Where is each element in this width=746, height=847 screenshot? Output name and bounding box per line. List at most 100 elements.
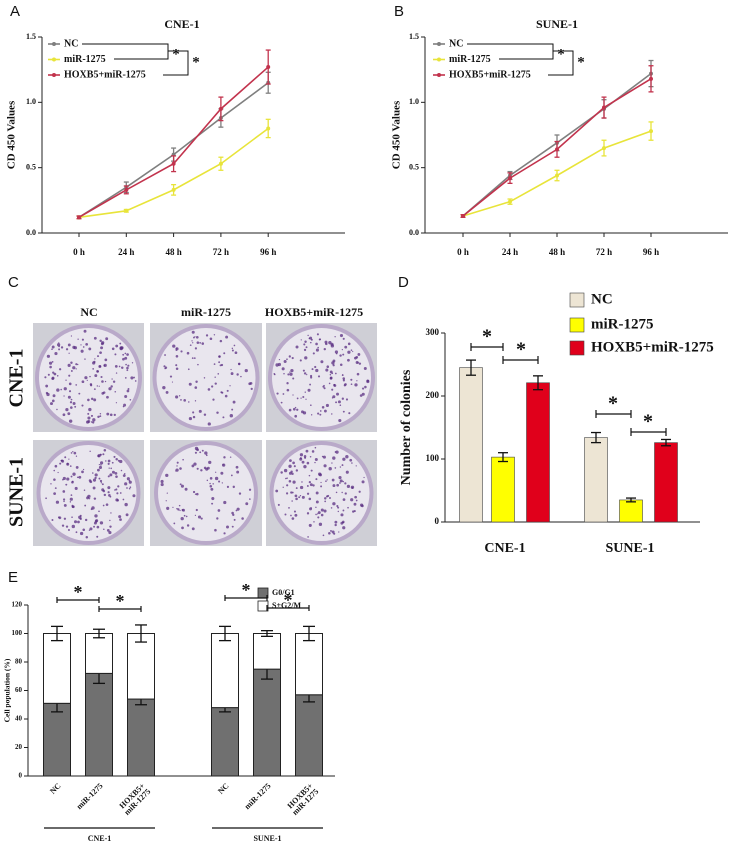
colony-dot (93, 521, 97, 525)
colony-dot (328, 467, 332, 471)
colony-dot (325, 342, 328, 346)
photo-column-label: NC (80, 305, 97, 319)
colony-dot (53, 469, 56, 472)
colony-dot (183, 514, 186, 517)
colony-dot (86, 496, 90, 500)
significance-star: * (74, 582, 83, 602)
colony-dot (330, 529, 332, 532)
data-point (555, 173, 559, 178)
colony-dot (175, 355, 179, 358)
colony-dot (350, 498, 354, 502)
colony-dot (275, 489, 279, 493)
colony-dot (326, 479, 328, 481)
colony-dot (249, 498, 251, 500)
data-point (171, 161, 176, 166)
colony-dot (318, 338, 321, 341)
colony-dot (211, 502, 214, 505)
colony-dot (325, 368, 329, 372)
colony-dot (342, 337, 345, 340)
colony-dot (350, 349, 353, 351)
colony-dot (342, 377, 346, 380)
colony-dot (331, 388, 334, 391)
colony-dot (87, 416, 91, 420)
colony-dot (66, 477, 70, 481)
colony-dot (345, 470, 349, 474)
colony-dot (294, 494, 298, 498)
colony-dot (75, 531, 78, 534)
colony-dot (208, 460, 212, 464)
colony-dot (56, 374, 59, 377)
colony-dot (325, 480, 327, 483)
colony-dot (109, 525, 112, 528)
colony-dot (336, 504, 339, 508)
bar (526, 382, 550, 523)
colony-dot (67, 363, 71, 367)
colony-dot (273, 372, 276, 375)
y-tick-label: 0.5 (409, 162, 419, 171)
colony-dot (91, 472, 94, 474)
colony-dot (71, 516, 73, 518)
colony-dot (175, 395, 179, 399)
colony-dot (336, 483, 340, 487)
colony-dot (78, 392, 81, 395)
panel-label: B (394, 3, 404, 20)
colony-dot (84, 358, 86, 360)
colony-dot (191, 357, 194, 359)
legend-swatch (569, 292, 585, 308)
colony-dot (105, 460, 107, 462)
colony-dot (214, 382, 217, 385)
colony-dot (334, 372, 337, 375)
colony-dot (343, 384, 346, 387)
colony-dot (115, 402, 118, 404)
y-tick-label: 0 (435, 516, 440, 526)
colony-dot (104, 358, 108, 362)
colony-dot (306, 374, 308, 376)
colony-dot (115, 372, 118, 374)
colony-dot (198, 409, 202, 413)
bar-segment (211, 707, 239, 777)
colony-dot (292, 407, 296, 411)
colony-dot (358, 362, 362, 365)
colony-dot (72, 366, 76, 370)
colony-dot (67, 343, 71, 347)
colony-dot (54, 487, 57, 490)
colony-dot (250, 387, 253, 390)
colony-dot (364, 385, 367, 389)
colony-dot (124, 356, 128, 360)
colony-dot (75, 466, 79, 469)
colony-dot (315, 478, 318, 481)
significance-star: * (643, 411, 653, 433)
colony-dot (69, 501, 72, 503)
colony-dot (295, 487, 298, 490)
colony-dot (347, 506, 349, 509)
colony-dot (184, 487, 188, 491)
data-point (266, 126, 271, 131)
colony-dot (349, 458, 353, 462)
colony-dot (306, 492, 310, 495)
significance-star: * (577, 54, 585, 70)
colony-dot (113, 413, 116, 417)
colony-dot (164, 354, 166, 356)
colony-dot (189, 344, 192, 346)
x-tick-label: 24 h (118, 247, 134, 257)
colony-dot (77, 363, 79, 366)
data-point (266, 65, 271, 70)
colony-dot (99, 461, 104, 465)
data-point (124, 208, 129, 213)
colony-dot (334, 467, 337, 469)
colony-dot (96, 535, 99, 538)
colony-dot (286, 358, 288, 361)
colony-dot (89, 375, 91, 378)
colony-dot (67, 412, 71, 416)
colony-dot (56, 408, 58, 411)
colony-dot (115, 475, 118, 478)
colony-dot (292, 480, 296, 484)
colony-dot (92, 368, 95, 370)
colony-dot (283, 373, 285, 375)
colony-dot (178, 395, 181, 397)
colony-dot (214, 376, 216, 378)
colony-dot (233, 344, 236, 347)
colony-dot (221, 482, 223, 484)
colony-dot (335, 491, 338, 494)
